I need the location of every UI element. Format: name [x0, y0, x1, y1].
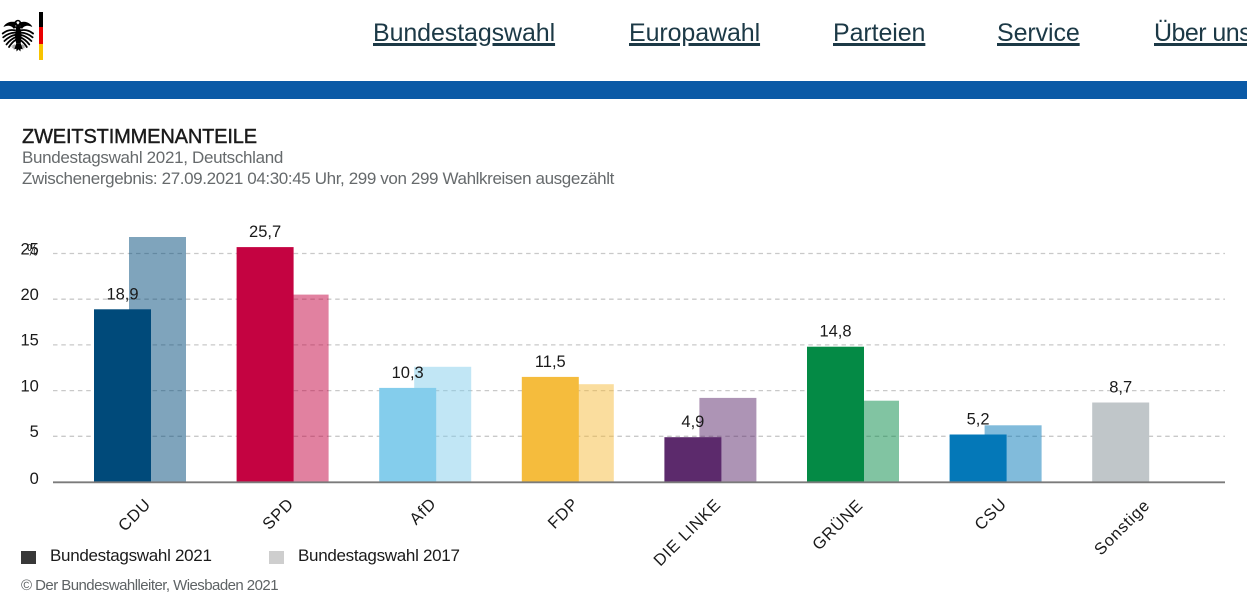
svg-text:25,7: 25,7: [249, 223, 281, 241]
svg-text:25: 25: [20, 240, 38, 258]
svg-text:FDP: FDP: [545, 495, 583, 533]
svg-text:%: %: [27, 242, 38, 260]
svg-text:18,9: 18,9: [106, 285, 138, 303]
svg-text:AfD: AfD: [406, 495, 440, 529]
svg-text:15: 15: [20, 332, 38, 350]
svg-text:5,2: 5,2: [967, 411, 990, 429]
svg-text:Sonstige: Sonstige: [1091, 496, 1154, 559]
svg-text:0: 0: [30, 470, 39, 488]
svg-text:14,8: 14,8: [819, 323, 851, 341]
svg-text:10: 10: [20, 377, 38, 395]
svg-text:CDU: CDU: [115, 495, 155, 535]
svg-text:CSU: CSU: [971, 495, 1010, 534]
svg-text:8,7: 8,7: [1109, 379, 1132, 397]
svg-text:11,5: 11,5: [535, 353, 566, 371]
svg-text:DIE LINKE: DIE LINKE: [650, 496, 724, 570]
svg-text:10,3: 10,3: [392, 364, 424, 382]
svg-text:4,9: 4,9: [681, 413, 704, 431]
svg-text:GRÜNE: GRÜNE: [809, 496, 867, 554]
svg-text:SPD: SPD: [259, 495, 297, 533]
svg-text:5: 5: [30, 423, 39, 441]
svg-text:20: 20: [20, 286, 38, 304]
